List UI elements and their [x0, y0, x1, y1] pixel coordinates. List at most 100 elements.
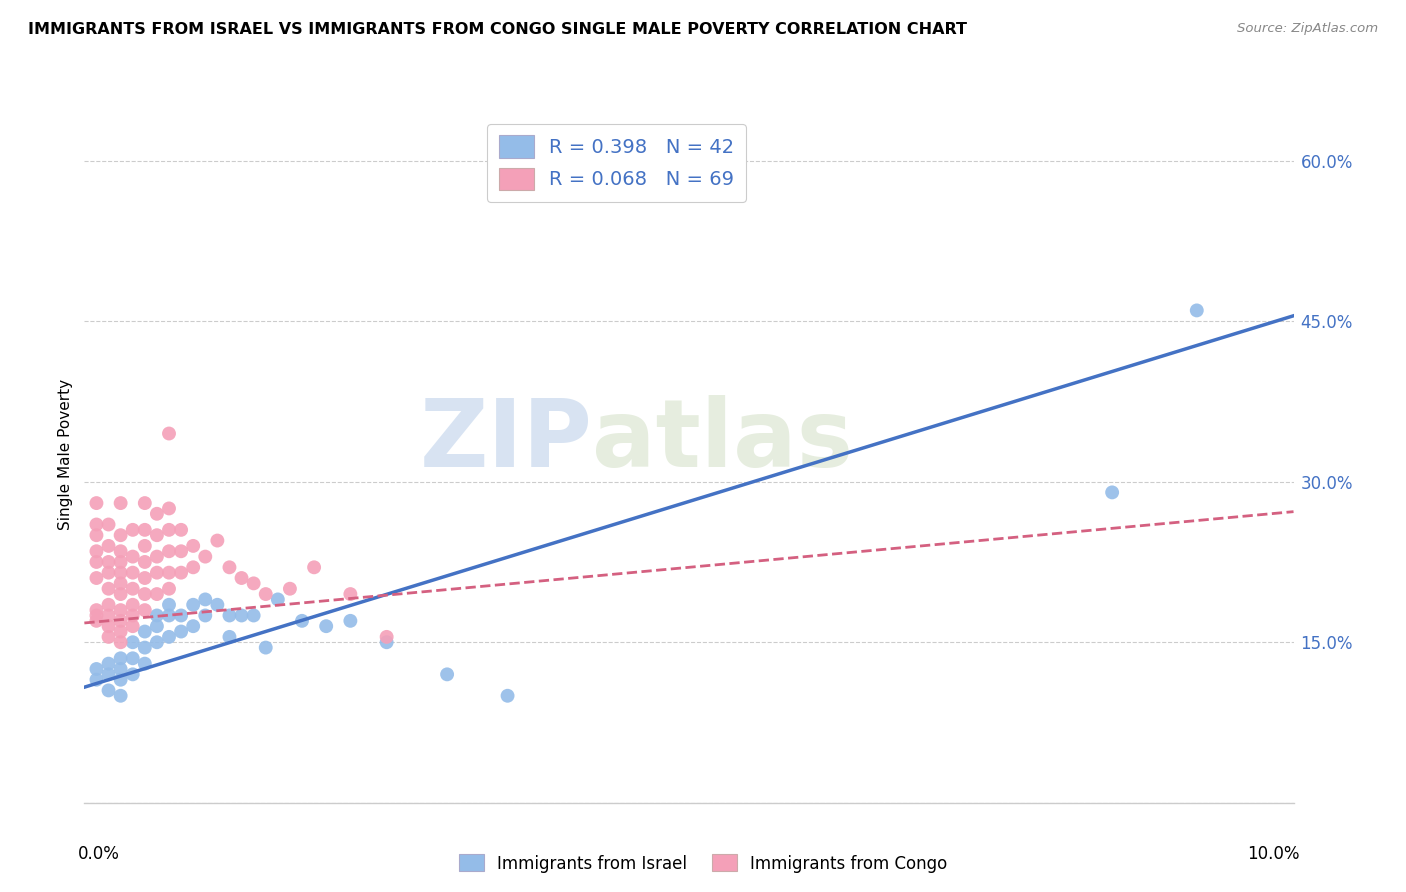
Point	[146, 608, 169, 623]
Point	[134, 603, 156, 617]
Point	[121, 566, 143, 580]
Point	[254, 640, 277, 655]
Text: IMMIGRANTS FROM ISRAEL VS IMMIGRANTS FROM CONGO SINGLE MALE POVERTY CORRELATION : IMMIGRANTS FROM ISRAEL VS IMMIGRANTS FRO…	[28, 22, 967, 37]
Point	[181, 619, 204, 633]
Point	[278, 582, 301, 596]
Point	[207, 533, 229, 548]
Text: atlas: atlas	[592, 395, 853, 487]
Point	[157, 608, 180, 623]
Point	[121, 523, 143, 537]
Point	[121, 549, 143, 564]
Point	[1101, 485, 1123, 500]
Point	[207, 598, 229, 612]
Point	[496, 689, 519, 703]
Text: Source: ZipAtlas.com: Source: ZipAtlas.com	[1237, 22, 1378, 36]
Point	[157, 630, 180, 644]
Point	[110, 587, 132, 601]
Point	[146, 528, 169, 542]
Point	[218, 560, 240, 574]
Point	[110, 555, 132, 569]
Point	[157, 598, 180, 612]
Point	[86, 571, 108, 585]
Point	[121, 582, 143, 596]
Point	[97, 517, 120, 532]
Point	[121, 619, 143, 633]
Point	[436, 667, 458, 681]
Point	[110, 662, 132, 676]
Point	[181, 560, 204, 574]
Point	[157, 523, 180, 537]
Point	[86, 496, 108, 510]
Point	[170, 624, 193, 639]
Point	[134, 571, 156, 585]
Point	[110, 673, 132, 687]
Point	[181, 539, 204, 553]
Point	[121, 635, 143, 649]
Text: ZIP: ZIP	[419, 395, 592, 487]
Point	[86, 517, 108, 532]
Point	[97, 657, 120, 671]
Point	[110, 614, 132, 628]
Point	[110, 528, 132, 542]
Point	[86, 614, 108, 628]
Point	[218, 608, 240, 623]
Point	[170, 523, 193, 537]
Point	[157, 544, 180, 558]
Point	[231, 571, 253, 585]
Point	[86, 662, 108, 676]
Point	[97, 608, 120, 623]
Point	[86, 528, 108, 542]
Point	[134, 496, 156, 510]
Point	[231, 608, 253, 623]
Point	[97, 555, 120, 569]
Point	[134, 539, 156, 553]
Point	[97, 582, 120, 596]
Point	[339, 587, 361, 601]
Point	[110, 603, 132, 617]
Point	[97, 598, 120, 612]
Point	[110, 635, 132, 649]
Point	[110, 689, 132, 703]
Point	[146, 507, 169, 521]
Point	[1185, 303, 1208, 318]
Point	[97, 539, 120, 553]
Point	[110, 651, 132, 665]
Point	[170, 544, 193, 558]
Point	[242, 608, 264, 623]
Point	[121, 608, 143, 623]
Point	[110, 624, 132, 639]
Point	[254, 587, 277, 601]
Point	[110, 576, 132, 591]
Point	[375, 630, 398, 644]
Point	[97, 619, 120, 633]
Point	[194, 592, 217, 607]
Point	[157, 566, 180, 580]
Point	[110, 566, 132, 580]
Point	[315, 619, 337, 633]
Point	[97, 630, 120, 644]
Point	[121, 667, 143, 681]
Point	[267, 592, 290, 607]
Text: 10.0%: 10.0%	[1247, 845, 1299, 863]
Point	[375, 635, 398, 649]
Point	[157, 501, 180, 516]
Point	[302, 560, 325, 574]
Point	[134, 657, 156, 671]
Y-axis label: Single Male Poverty: Single Male Poverty	[58, 379, 73, 531]
Point	[339, 614, 361, 628]
Point	[157, 426, 180, 441]
Point	[181, 598, 204, 612]
Point	[121, 651, 143, 665]
Point	[134, 624, 156, 639]
Point	[146, 635, 169, 649]
Text: 0.0%: 0.0%	[79, 845, 120, 863]
Point	[121, 598, 143, 612]
Point	[134, 587, 156, 601]
Point	[242, 576, 264, 591]
Point	[86, 544, 108, 558]
Point	[146, 566, 169, 580]
Point	[291, 614, 314, 628]
Point	[86, 603, 108, 617]
Point	[110, 496, 132, 510]
Point	[97, 566, 120, 580]
